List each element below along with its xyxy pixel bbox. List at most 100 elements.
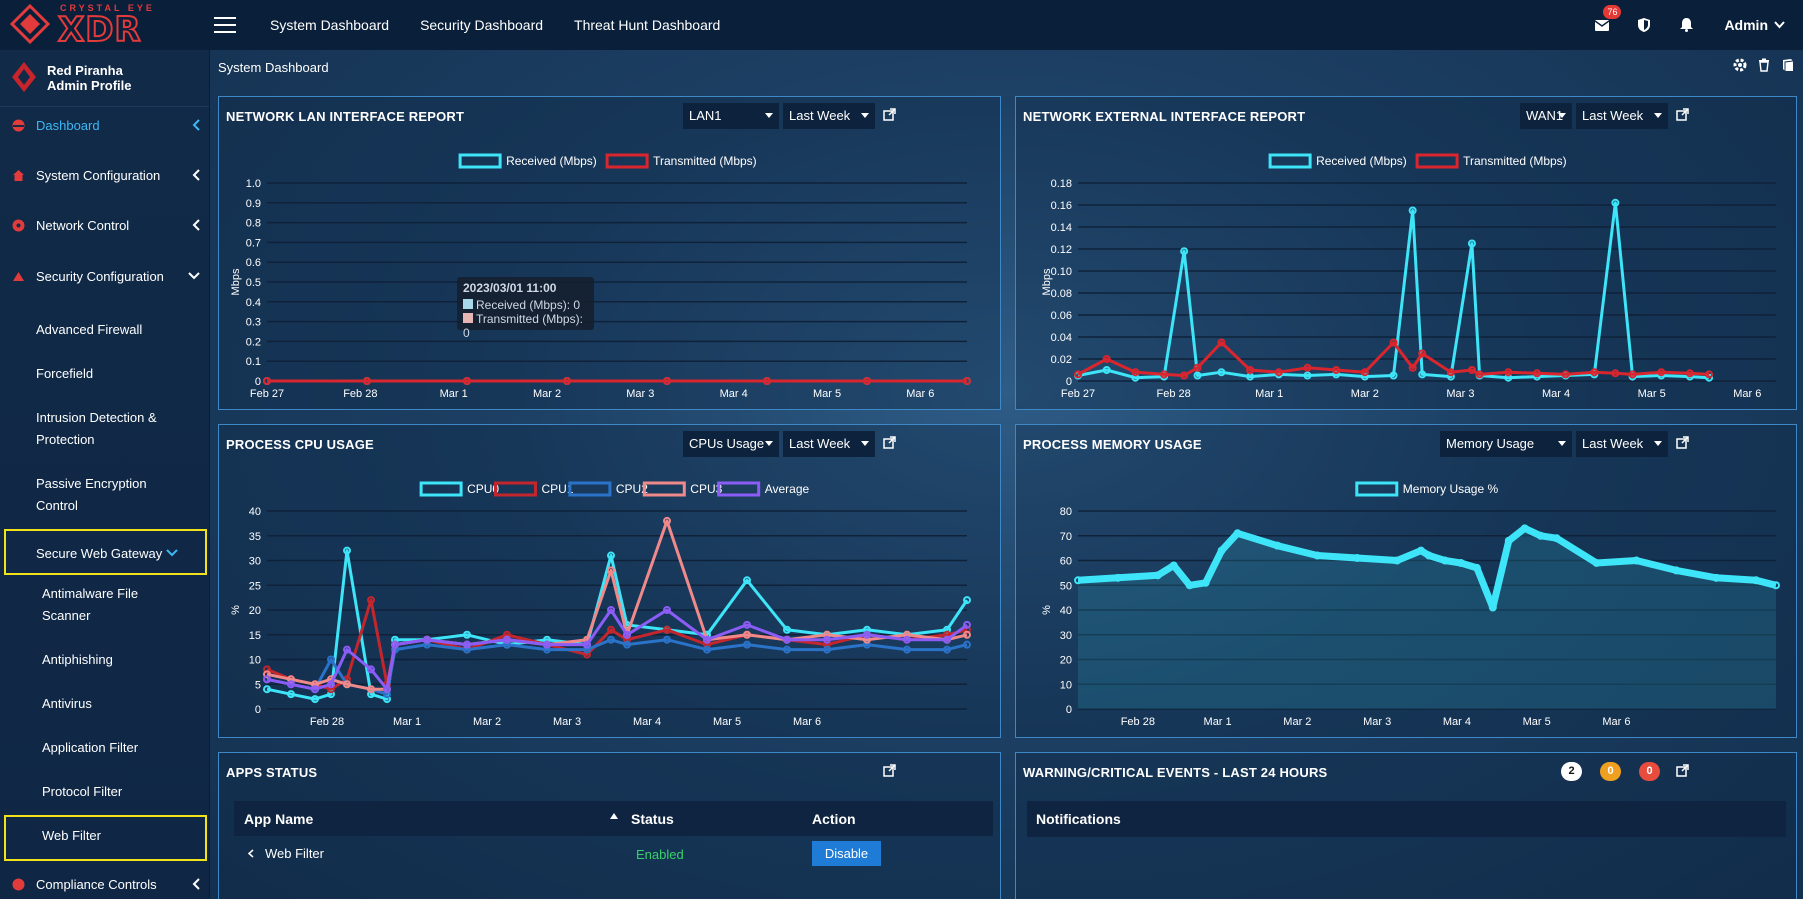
external-link-icon[interactable] <box>1676 436 1689 449</box>
data-point <box>1705 370 1714 379</box>
legend-item[interactable]: CPU1 <box>494 481 574 497</box>
y-tick-label: 0 <box>1066 376 1072 388</box>
y-tick-label: 0.10 <box>1051 266 1072 278</box>
column-app-name[interactable]: App Name <box>244 811 314 827</box>
lan-period-select[interactable]: Last Week <box>783 103 875 129</box>
sidebar-item-web-filter[interactable]: Web Filter <box>42 828 101 843</box>
x-tick-label: Mar 3 <box>553 716 581 728</box>
legend-item[interactable]: Received (Mbps) <box>1268 153 1407 169</box>
brand-logo[interactable]: CRYSTAL EYE XDR <box>0 0 210 51</box>
data-point <box>583 650 591 659</box>
nav-system-dashboard[interactable]: System Dashboard <box>270 17 390 33</box>
external-link-icon[interactable] <box>1676 108 1689 121</box>
legend-item[interactable]: CPU0 <box>419 481 499 497</box>
data-point <box>1772 581 1780 590</box>
disable-button[interactable]: Disable <box>812 841 881 866</box>
external-link-icon[interactable] <box>883 764 896 777</box>
nav-security-dashboard[interactable]: Security Dashboard <box>420 17 544 33</box>
legend-item[interactable]: Transmitted (Mbps) <box>605 153 757 169</box>
external-link-icon[interactable] <box>1676 764 1689 777</box>
sidebar-item-application-filter[interactable]: Application Filter <box>42 740 139 755</box>
legend-item[interactable]: Received (Mbps) <box>458 153 597 169</box>
sidebar-item-network-control[interactable]: Network Control <box>0 213 210 237</box>
chevron-left-icon[interactable] <box>248 849 254 858</box>
data-point <box>367 665 375 674</box>
data-point <box>327 655 335 664</box>
legend-item[interactable]: Transmitted (Mbps) <box>1415 153 1567 169</box>
data-point <box>623 640 631 649</box>
lan-interface-select[interactable]: LAN1 <box>683 103 779 129</box>
x-tick-label: Mar 2 <box>1283 716 1311 728</box>
sidebar-item-dashboard[interactable]: Dashboard <box>0 113 210 137</box>
sidebar-item-forcefield[interactable]: Forcefield <box>36 366 94 381</box>
sidebar-item-antiphishing[interactable]: Antiphishing <box>42 652 113 667</box>
legend-item[interactable]: CPU3 <box>642 481 723 497</box>
cpu-metric-select[interactable]: CPUs Usage <box>683 431 779 457</box>
legend-swatch <box>605 153 649 169</box>
data-point <box>607 635 615 644</box>
series-line <box>266 549 969 701</box>
data-point <box>783 645 791 654</box>
book-icon[interactable] <box>1781 58 1795 72</box>
mem-period-select[interactable]: Last Week <box>1576 431 1668 457</box>
legend-item[interactable]: Average <box>717 481 810 497</box>
ext-period-select[interactable]: Last Week <box>1576 103 1668 129</box>
mail-count-badge: 76 <box>1603 5 1622 19</box>
sidebar-item-advanced-firewall[interactable]: Advanced Firewall <box>36 322 143 337</box>
data-point <box>1611 369 1620 378</box>
bell-icon[interactable] <box>1678 17 1694 33</box>
gear-icon[interactable] <box>1733 58 1747 72</box>
data-point <box>367 690 375 699</box>
warning-count-badge[interactable]: 0 <box>1600 762 1621 781</box>
sidebar-item-label: Secure Web Gateway <box>36 545 163 561</box>
data-point <box>1169 561 1178 570</box>
mail-icon[interactable]: 76 <box>1594 5 1622 33</box>
app-name: Web Filter <box>265 846 324 861</box>
external-link-icon[interactable] <box>883 436 896 449</box>
sidebar-item-system-configuration[interactable]: System Configuration <box>0 163 210 187</box>
sidebar-item-label: Security Configuration <box>36 268 164 284</box>
data-point <box>367 596 375 605</box>
cpu-period-select[interactable]: Last Week <box>783 431 875 457</box>
info-count-badge[interactable]: 2 <box>1561 762 1582 781</box>
chevron-down-icon <box>166 549 178 557</box>
sidebar-item-security-configuration[interactable]: Security Configuration <box>0 264 210 288</box>
sidebar-item-intrusion-detection-line2[interactable]: Protection <box>36 432 95 447</box>
sidebar-item-passive-encryption[interactable]: Passive Encryption <box>36 476 147 491</box>
wan-interface-select[interactable]: WAN1 <box>1520 103 1572 129</box>
legend-item[interactable]: Memory Usage % <box>1355 481 1499 497</box>
admin-menu[interactable]: Admin <box>1724 17 1785 33</box>
sidebar-item-compliance-controls[interactable]: Compliance Controls <box>0 872 210 896</box>
nav-threat-hunt-dashboard[interactable]: Threat Hunt Dashboard <box>574 17 721 33</box>
shield-icon[interactable] <box>1636 17 1652 33</box>
sidebar-item-protocol-filter[interactable]: Protocol Filter <box>42 784 123 799</box>
x-tick-label: Mar 6 <box>1733 388 1761 400</box>
sidebar-item-intrusion-detection[interactable]: Intrusion Detection & <box>36 410 157 425</box>
sidebar-item-antivirus[interactable]: Antivirus <box>42 696 92 711</box>
x-tick-label: Mar 5 <box>813 388 841 400</box>
trash-icon[interactable] <box>1757 58 1771 72</box>
data-point <box>1488 603 1497 612</box>
tooltip-received: Received (Mbps): 0 <box>463 298 588 312</box>
sidebar-item-antimalware-line2[interactable]: Scanner <box>42 608 91 623</box>
external-link-icon[interactable] <box>883 108 896 121</box>
menu-toggle-icon[interactable] <box>214 17 236 33</box>
data-point <box>703 645 711 654</box>
y-tick-label: 0.04 <box>1051 332 1072 344</box>
legend-item[interactable]: CPU2 <box>568 481 648 497</box>
data-point <box>263 685 271 694</box>
legend-label: Transmitted (Mbps) <box>653 154 757 168</box>
sort-asc-icon[interactable] <box>610 813 618 819</box>
table-row: Web Filter Enabled Disable <box>234 836 993 871</box>
sidebar-item-passive-encryption-line2[interactable]: Control <box>36 498 78 513</box>
sidebar-item-secure-web-gateway[interactable]: Secure Web Gateway <box>0 541 210 565</box>
legend-swatch <box>642 481 686 497</box>
y-tick-label: 0 <box>255 376 261 388</box>
x-tick-label: Mar 1 <box>1204 716 1232 728</box>
profile-card[interactable]: Red Piranha Admin Profile <box>0 50 209 107</box>
memory-metric-select[interactable]: Memory Usage <box>1440 431 1572 457</box>
data-point <box>1160 370 1169 379</box>
critical-count-badge[interactable]: 0 <box>1639 762 1660 781</box>
sidebar-item-antimalware[interactable]: Antimalware File <box>42 586 139 601</box>
legend-label: CPU2 <box>616 482 648 496</box>
